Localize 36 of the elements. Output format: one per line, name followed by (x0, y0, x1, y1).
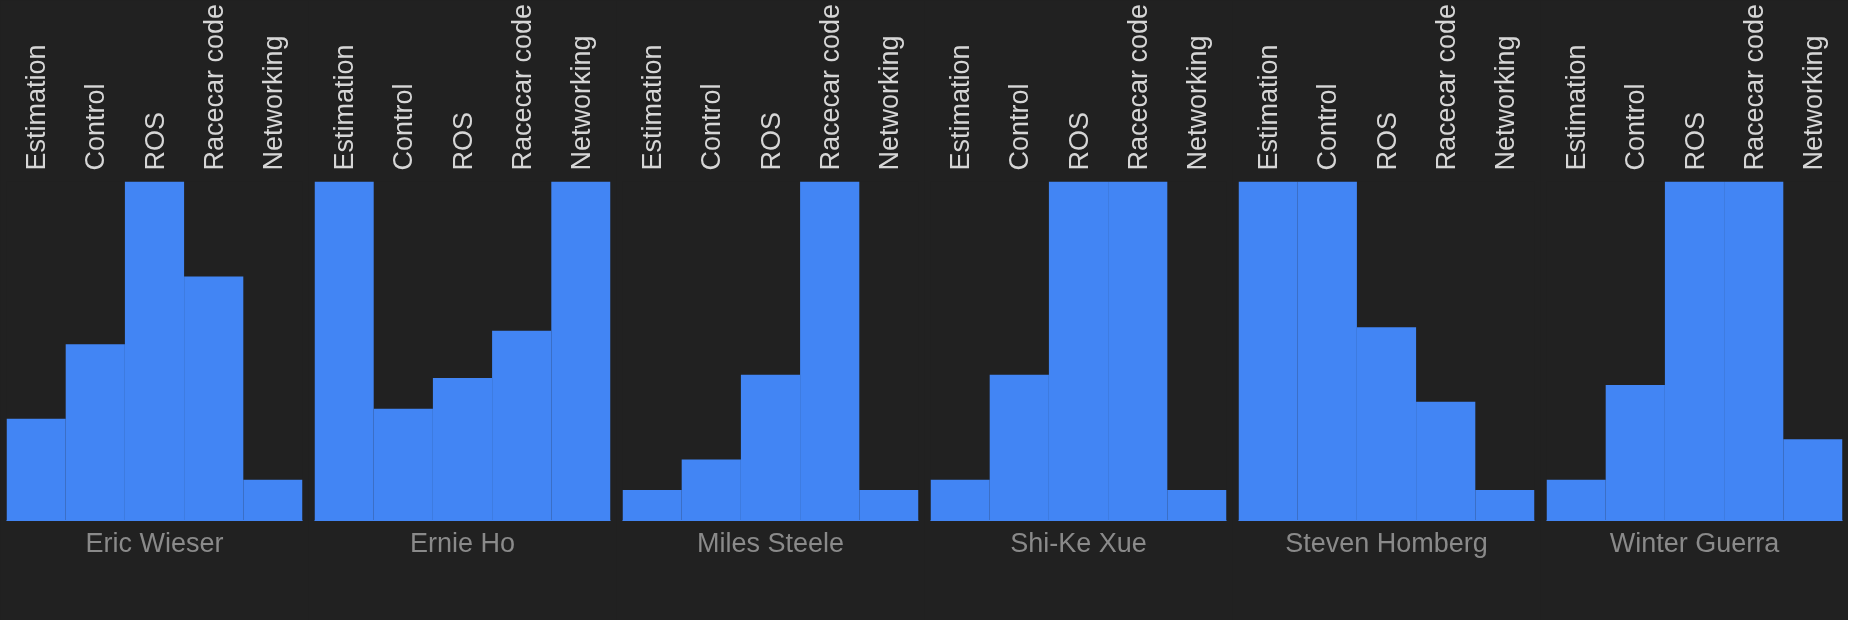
x-tick-label: Estimation (1561, 44, 1592, 171)
x-tick-label: Estimation (21, 44, 52, 171)
x-tick-label: Estimation (637, 44, 668, 171)
x-tick-label: Networking (257, 35, 288, 171)
x-tick-label: ROS (1679, 111, 1710, 171)
x-tick-label: ROS (139, 111, 170, 171)
x-tick-label: Control (696, 83, 727, 171)
x-tick-label: Networking (873, 35, 904, 171)
x-tick-label: Racecar code (506, 3, 537, 171)
x-tick-label: Networking (1489, 35, 1520, 171)
x-axis-title: Miles Steele (696, 527, 845, 558)
x-tick-label: Estimation (945, 44, 976, 171)
x-axis-title: Winter Guerra (1609, 527, 1781, 558)
x-axis-title: Shi-Ke Xue (1010, 527, 1147, 558)
x-tick-label: ROS (1063, 111, 1094, 171)
x-tick-label: Control (1620, 83, 1651, 171)
x-tick-label: ROS (755, 111, 786, 171)
x-tick-label: Control (1312, 83, 1343, 171)
x-tick-label: Racecar code (1430, 3, 1461, 171)
x-axis-title: Steven Homberg (1285, 527, 1488, 558)
x-tick-label: Networking (1797, 35, 1828, 171)
x-tick-label: Networking (565, 35, 596, 171)
x-tick-label: Racecar code (1738, 3, 1769, 171)
x-tick-label: Estimation (329, 44, 360, 171)
x-tick-label: Racecar code (1122, 3, 1153, 171)
x-tick-label: Control (388, 83, 419, 171)
x-tick-label: Control (1004, 83, 1035, 171)
x-tick-label: ROS (447, 111, 478, 171)
x-tick-label: Networking (1181, 35, 1212, 171)
x-tick-label: Control (80, 83, 111, 171)
x-axis-title: Eric Wieser (85, 527, 224, 558)
x-tick-label: Racecar code (198, 3, 229, 171)
x-tick-label: Estimation (1253, 44, 1284, 171)
x-axis-title: Ernie Ho (409, 527, 516, 558)
x-tick-label: Racecar code (814, 3, 845, 171)
x-tick-label: ROS (1371, 111, 1402, 171)
